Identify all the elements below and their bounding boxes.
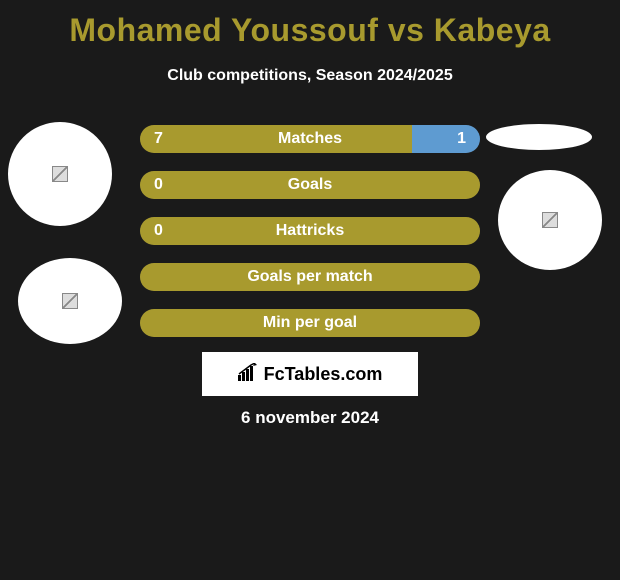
- stats-container: Matches71Goals0Hattricks0Goals per match…: [140, 125, 480, 355]
- stat-value-left: 7: [154, 125, 163, 153]
- stat-value-left: 0: [154, 217, 163, 245]
- chart-icon: [238, 363, 260, 386]
- stat-label: Matches: [140, 125, 480, 153]
- broken-image-icon: [52, 166, 68, 182]
- stat-value-right: 1: [457, 125, 466, 153]
- stat-label: Goals: [140, 171, 480, 199]
- stat-label: Hattricks: [140, 217, 480, 245]
- date-text: 6 november 2024: [0, 408, 620, 428]
- stat-value-left: 0: [154, 171, 163, 199]
- stat-row: Goals0: [140, 171, 480, 199]
- page-title: Mohamed Youssouf vs Kabeya: [0, 0, 620, 49]
- logo-text: FcTables.com: [264, 364, 383, 385]
- player2-club-avatar: [498, 170, 602, 270]
- stat-label: Goals per match: [140, 263, 480, 291]
- stat-row: Matches7 1: [140, 125, 480, 153]
- broken-image-icon: [542, 212, 558, 228]
- player2-avatar: [486, 124, 592, 150]
- stat-row: Goals per match: [140, 263, 480, 291]
- player1-avatar: [8, 122, 112, 226]
- stat-row: Hattricks0: [140, 217, 480, 245]
- stat-row: Min per goal: [140, 309, 480, 337]
- fctables-logo[interactable]: FcTables.com: [202, 352, 418, 396]
- stat-label: Min per goal: [140, 309, 480, 337]
- broken-image-icon: [62, 293, 78, 309]
- player1-club-avatar: [18, 258, 122, 344]
- page-subtitle: Club competitions, Season 2024/2025: [0, 67, 620, 85]
